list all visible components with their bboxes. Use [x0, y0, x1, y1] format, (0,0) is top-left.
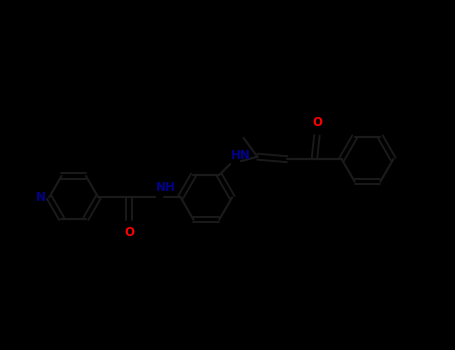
Text: O: O	[312, 117, 322, 130]
Text: O: O	[124, 226, 134, 239]
Text: NH: NH	[156, 181, 176, 194]
Text: HN: HN	[231, 149, 251, 162]
Text: N: N	[36, 191, 46, 204]
